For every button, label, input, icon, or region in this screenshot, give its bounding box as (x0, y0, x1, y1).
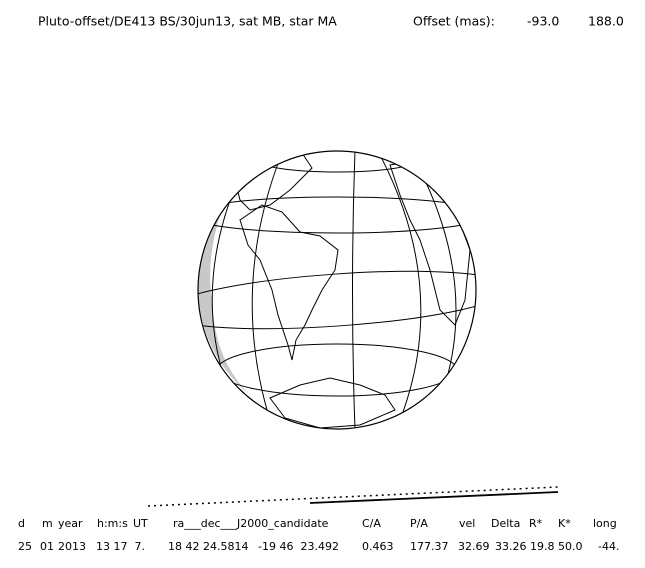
table: d m year h:m:s UT ra___dec___J2000_candidate C… (18, 517, 619, 553)
coastline (269, 377, 396, 429)
column-header: year (58, 517, 83, 530)
column-header: R* (529, 517, 543, 530)
meridian (352, 151, 356, 429)
limb (197, 150, 477, 430)
column-header: d (18, 517, 25, 530)
column-header: ra___dec___J2000_candidate (173, 517, 329, 530)
cell: 25 (18, 540, 32, 553)
parallel (198, 196, 476, 234)
equator (198, 270, 476, 330)
column-header: UT (133, 517, 148, 530)
cell: 13 17 7. (96, 540, 145, 553)
meridian (251, 157, 281, 421)
meridian (419, 169, 457, 401)
offset-label: Offset (mas): (413, 14, 495, 29)
shadow-edge (147, 486, 559, 507)
cell: 2013 (58, 540, 86, 553)
shadow-center (309, 491, 559, 504)
offset-y: 188.0 (588, 14, 624, 29)
map-title: Pluto-offset/DE413 BS/30jun13, sat MB, s… (38, 14, 337, 29)
cell: 01 (40, 540, 54, 553)
column-header: K* (558, 517, 571, 530)
cell: 50.0 (558, 540, 583, 553)
cell: -19 46 23.492 (258, 540, 339, 553)
cell: 19.8 (530, 540, 555, 553)
night-side (198, 215, 250, 395)
column-header: vel (459, 517, 475, 530)
parallel (216, 343, 458, 397)
header: Pluto-offset/DE413 BS/30jun13, sat MB, s… (38, 14, 624, 29)
cell: 33.26 (495, 540, 527, 553)
coastline (389, 159, 471, 326)
column-header: long (593, 517, 617, 530)
column-header: P/A (410, 517, 428, 530)
cell: 0.463 (362, 540, 394, 553)
column-header: m (42, 517, 53, 530)
cell: -44. (598, 540, 619, 553)
coastline (239, 204, 339, 361)
column-header: h:m:s (97, 517, 128, 530)
column-header: Delta (491, 517, 520, 530)
cell: 18 42 24.5814 (168, 540, 248, 553)
offset-x: -93.0 (527, 14, 559, 29)
parallel (256, 151, 418, 173)
meridian (379, 154, 422, 421)
column-header: C/A (362, 517, 381, 530)
cell: 32.69 (458, 540, 490, 553)
globe (197, 150, 477, 430)
cell: 177.37 (410, 540, 449, 553)
